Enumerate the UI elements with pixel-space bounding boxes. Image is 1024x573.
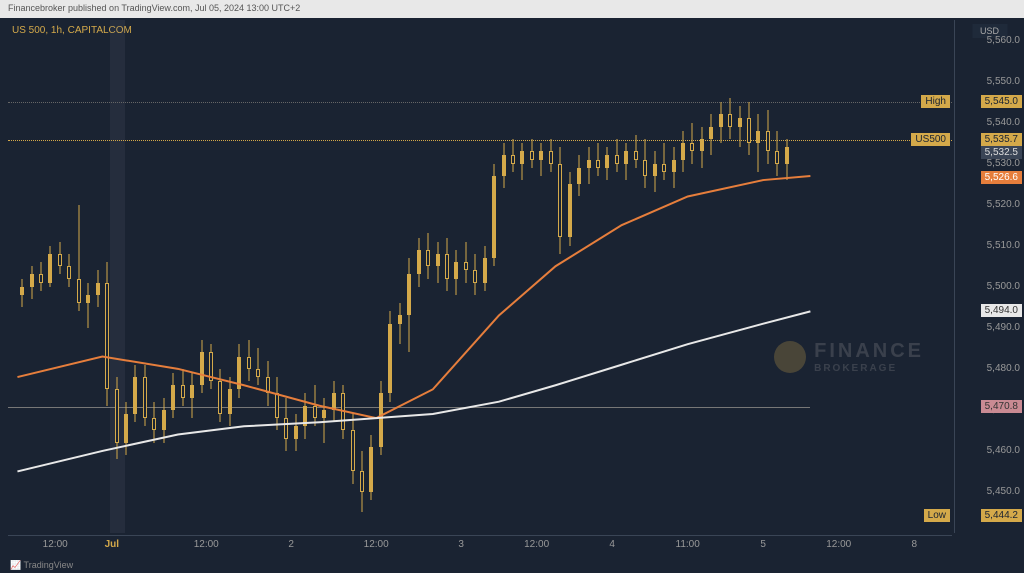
watermark-subtitle: BROKERAGE [814, 363, 924, 374]
x-tick: 2 [288, 539, 294, 550]
footer-text: TradingView [24, 560, 74, 570]
indicator-lines [8, 20, 952, 533]
y-tick: 5,520.0 [987, 199, 1020, 210]
price-label: 5,470.8 [981, 400, 1022, 413]
chart-pane[interactable]: High US500 Low [8, 20, 952, 533]
x-tick: 3 [458, 539, 464, 550]
footer-brand: 📈 TradingView [10, 560, 73, 571]
price-label: 5,444.2 [981, 509, 1022, 522]
ma-slow-line [17, 311, 810, 471]
watermark: FINANCE BROKERAGE [774, 340, 924, 374]
y-tick: 5,500.0 [987, 281, 1020, 292]
x-tick: 4 [609, 539, 615, 550]
price-tag: Low [924, 509, 950, 522]
y-tick: 5,560.0 [987, 35, 1020, 46]
y-tick: 5,490.0 [987, 322, 1020, 333]
watermark-icon [774, 341, 806, 373]
publish-header: Financebroker published on TradingView.c… [0, 0, 1024, 18]
publish-text: Financebroker published on TradingView.c… [8, 3, 300, 13]
x-tick: 12:00 [43, 539, 68, 550]
ma-fast-line [17, 176, 810, 418]
x-tick: 5 [760, 539, 766, 550]
y-tick: 5,460.0 [987, 445, 1020, 456]
price-label: 5,545.0 [981, 95, 1022, 108]
x-tick: 8 [911, 539, 917, 550]
price-label: 5,526.6 [981, 171, 1022, 184]
price-label: 5,494.0 [981, 304, 1022, 317]
y-tick: 5,510.0 [987, 240, 1020, 251]
time-axis[interactable]: 12:00 Jul 12:00 2 12:00 3 12:00 4 11:00 5 12:00 8 [8, 535, 952, 553]
x-tick: 12:00 [524, 539, 549, 550]
x-tick: Jul [105, 539, 119, 550]
y-tick: 5,480.0 [987, 363, 1020, 374]
y-tick: 5,550.0 [987, 76, 1020, 87]
x-tick: 11:00 [676, 539, 700, 550]
x-tick: 12:00 [364, 539, 389, 550]
price-tag: High [921, 95, 950, 108]
x-tick: 12:00 [194, 539, 219, 550]
x-tick: 12:00 [826, 539, 851, 550]
price-axis[interactable]: USD 5,450.05,460.05,470.05,480.05,490.05… [954, 20, 1024, 533]
price-label: 5,532.5 [981, 146, 1022, 159]
y-tick: 5,540.0 [987, 117, 1020, 128]
price-tag: US500 [911, 133, 950, 146]
y-tick: 5,450.0 [987, 486, 1020, 497]
watermark-title: FINANCE [814, 340, 924, 362]
